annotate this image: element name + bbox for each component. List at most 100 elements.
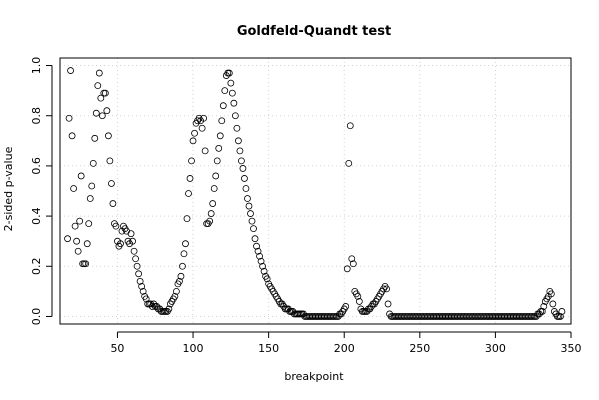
data-point — [138, 282, 146, 290]
data-point — [82, 260, 90, 268]
data-point — [117, 240, 124, 248]
data-point — [95, 69, 103, 77]
data-point — [101, 89, 109, 97]
data-point — [230, 99, 238, 107]
x-tick-label: 350 — [561, 342, 582, 355]
x-tick-label: 50 — [110, 342, 124, 355]
data-point — [253, 242, 260, 250]
x-tick-label: 100 — [183, 342, 204, 355]
data-point — [538, 308, 546, 315]
y-tick-label: 0.4 — [30, 207, 43, 225]
data-point — [165, 305, 173, 313]
data-point — [186, 175, 194, 182]
y-axis-label: 2-sided p-value — [2, 146, 15, 231]
y-tick-label: 0.2 — [30, 258, 43, 276]
data-point — [238, 157, 245, 165]
data-point — [200, 114, 208, 122]
data-point — [89, 159, 97, 167]
data-point — [65, 114, 73, 122]
data-point — [383, 285, 390, 293]
data-point — [189, 137, 197, 145]
data-points — [64, 67, 566, 320]
x-tick-label: 250 — [409, 342, 430, 355]
data-point — [354, 292, 362, 300]
data-point — [201, 147, 209, 155]
data-point — [355, 298, 363, 305]
data-point — [210, 185, 218, 192]
plot-frame — [59, 57, 572, 325]
data-point — [85, 220, 93, 228]
data-point — [225, 69, 233, 77]
y-tick-label: 1.0 — [30, 57, 43, 75]
data-point — [94, 82, 102, 90]
data-point — [64, 235, 71, 243]
data-point — [207, 210, 215, 217]
data-point — [250, 225, 257, 233]
data-point — [129, 237, 136, 245]
data-point — [228, 89, 236, 97]
data-point — [384, 300, 392, 308]
x-tick-label: 200 — [334, 342, 355, 355]
data-point — [547, 290, 555, 298]
data-point — [263, 275, 271, 283]
data-point — [142, 295, 150, 303]
data-point — [77, 172, 85, 180]
data-point — [247, 210, 254, 217]
data-point — [251, 235, 259, 243]
data-point — [218, 117, 226, 125]
data-point — [557, 313, 564, 320]
data-point — [92, 109, 100, 117]
data-point — [540, 303, 548, 310]
data-point — [241, 175, 248, 182]
data-point — [132, 255, 139, 263]
data-point — [83, 240, 91, 248]
data-point — [216, 132, 224, 140]
data-point — [106, 157, 114, 165]
data-point — [349, 260, 357, 268]
data-point — [256, 252, 263, 260]
data-point — [215, 144, 223, 152]
data-point — [254, 247, 262, 255]
data-point — [245, 202, 253, 210]
axes: 50 100 150 200 250 300 350 0.0 0.2 0.4 0.6 0.8 1.0 — [30, 57, 582, 355]
data-point — [179, 262, 186, 270]
data-point — [244, 195, 251, 202]
data-point — [139, 287, 147, 295]
data-point — [112, 222, 120, 230]
data-point — [248, 217, 256, 225]
data-point — [185, 190, 192, 197]
data-point — [213, 157, 221, 165]
x-axis-label: breakpoint — [284, 370, 344, 383]
data-point — [343, 265, 351, 273]
data-point — [86, 195, 94, 202]
data-point — [549, 300, 557, 308]
data-point — [234, 137, 242, 145]
data-point — [191, 129, 198, 137]
data-point — [221, 87, 229, 95]
data-point — [98, 112, 106, 120]
data-point — [73, 237, 81, 245]
data-point — [74, 247, 82, 255]
data-point — [67, 67, 74, 74]
data-point — [345, 159, 353, 167]
data-point — [71, 222, 79, 230]
data-point — [171, 292, 179, 300]
y-tick-label: 0.6 — [30, 157, 43, 175]
data-point — [103, 107, 111, 115]
data-point — [342, 303, 350, 310]
data-point — [173, 287, 180, 295]
data-point — [239, 165, 247, 172]
data-point — [135, 270, 143, 278]
chart-title: Goldfeld-Quandt test — [237, 24, 391, 39]
data-point — [259, 262, 266, 270]
data-point — [70, 185, 78, 192]
data-point — [130, 247, 138, 255]
data-point — [198, 124, 206, 132]
data-point — [346, 122, 354, 130]
data-point — [227, 79, 235, 87]
data-point — [109, 200, 117, 207]
data-point — [176, 277, 183, 285]
x-tick-label: 300 — [485, 342, 506, 355]
